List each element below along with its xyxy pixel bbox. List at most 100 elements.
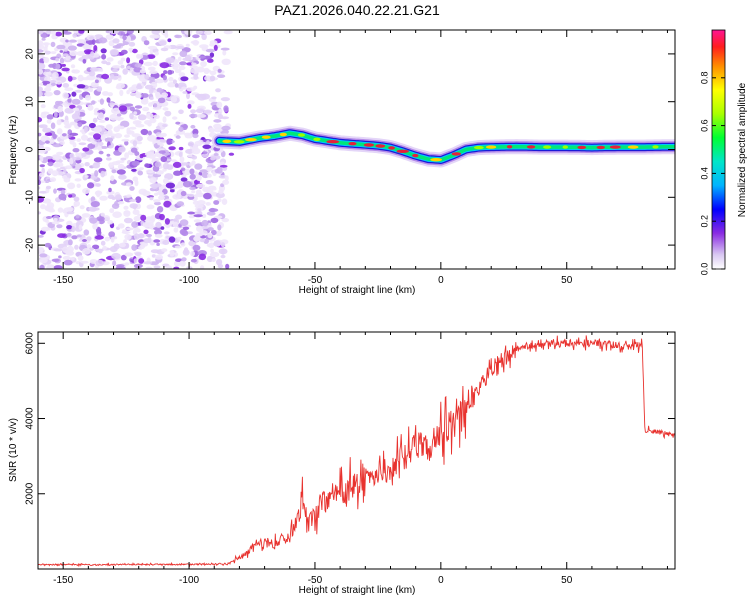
noise-speckle <box>62 92 69 99</box>
noise-speckle <box>99 98 104 105</box>
noise-speckle <box>190 258 197 263</box>
noise-speckle <box>38 172 45 177</box>
noise-speckle <box>144 163 150 168</box>
noise-speckle <box>182 57 192 61</box>
spectrogram-x-tick: -100 <box>179 30 200 286</box>
noise-speckle <box>112 211 122 218</box>
noise-speckle <box>161 248 168 253</box>
noise-speckle <box>93 45 98 52</box>
noise-speckle <box>119 125 125 130</box>
noise-speckle <box>190 67 200 74</box>
noise-speckle <box>158 150 166 154</box>
noise-speckle <box>143 61 153 67</box>
noise-speckle <box>59 50 64 53</box>
snr-panel: -150 -100 -50 0 50 2000 4000 6000 Height of st… <box>8 331 676 596</box>
noise-speckle <box>45 185 52 190</box>
noise-speckle <box>196 183 206 188</box>
noise-speckle <box>221 248 225 255</box>
noise-speckle <box>201 33 207 40</box>
snr-x-tick: 0 <box>438 332 444 586</box>
snr-series <box>38 335 675 568</box>
noise-speckle <box>147 135 157 142</box>
noise-speckle <box>187 193 195 198</box>
noise-speckle <box>39 257 48 264</box>
noise-speckle <box>154 78 165 84</box>
noise-speckle <box>196 225 203 232</box>
noise-speckle <box>189 65 198 69</box>
noise-speckle <box>198 55 206 59</box>
noise-speckle <box>101 60 108 65</box>
noise-speckle <box>209 207 216 213</box>
noise-speckle <box>194 163 203 170</box>
noise-speckle <box>220 254 226 259</box>
spectrogram-y-label: Frequency (Hz) <box>8 116 19 185</box>
noise-speckle <box>38 91 43 97</box>
noise-speckle <box>176 45 185 50</box>
noise-speckle <box>171 159 177 163</box>
spectrogram-x-tick-label: -100 <box>179 275 199 286</box>
noise-speckle <box>188 215 195 219</box>
noise-speckle <box>120 57 126 62</box>
noise-speckle <box>40 104 46 109</box>
noise-speckle <box>173 260 181 267</box>
noise-speckle <box>69 132 79 136</box>
noise-speckle <box>163 200 172 208</box>
noise-speckle <box>169 220 175 225</box>
colorbar-tick-label: 0.8 <box>699 72 709 85</box>
noise-speckle <box>43 57 50 63</box>
noise-speckle <box>129 106 135 112</box>
noise-speckle <box>156 242 160 246</box>
noise-speckle <box>45 216 53 219</box>
noise-speckle <box>177 236 182 240</box>
noise-speckle <box>72 33 77 38</box>
noise-speckle <box>61 133 67 137</box>
noise-speckle <box>64 107 75 114</box>
noise-speckle <box>122 35 127 41</box>
noise-speckle <box>192 128 199 136</box>
noise-speckle <box>100 212 105 217</box>
noise-speckle <box>126 65 131 70</box>
noise-speckle <box>118 174 127 180</box>
noise-speckle <box>192 133 199 139</box>
noise-speckle <box>116 169 126 175</box>
noise-speckle <box>128 199 137 202</box>
colorbar-tick: 0.8 <box>699 72 725 85</box>
noise-speckle <box>194 203 204 209</box>
noise-speckle <box>149 177 157 184</box>
noise-speckle <box>169 250 175 257</box>
noise-speckle <box>218 108 223 115</box>
noise-speckle <box>110 175 115 182</box>
noise-speckle <box>155 221 162 228</box>
noise-speckle <box>100 48 107 54</box>
noise-speckle <box>172 52 179 56</box>
noise-speckle <box>62 255 71 260</box>
noise-speckle <box>100 170 106 178</box>
noise-speckle <box>53 218 58 222</box>
noise-speckle <box>155 191 164 195</box>
noise-speckle <box>213 123 222 129</box>
noise-speckle <box>180 177 188 182</box>
noise-speckle <box>138 233 145 239</box>
noise-speckle <box>66 232 72 237</box>
noise-speckle <box>128 47 133 52</box>
noise-speckle <box>203 192 212 200</box>
noise-speckle <box>66 207 74 212</box>
snr-x-tick: 50 <box>561 332 573 586</box>
noise-speckle <box>88 71 96 77</box>
noise-speckle <box>87 182 95 189</box>
noise-speckle <box>144 73 150 80</box>
noise-speckle <box>52 30 56 37</box>
noise-speckle <box>72 142 77 148</box>
noise-speckle <box>195 108 205 114</box>
noise-speckle <box>143 261 153 265</box>
noise-speckle <box>173 227 179 233</box>
noise-speckle <box>91 100 96 105</box>
noise-speckle <box>64 249 73 254</box>
snr-y-tick: 6000 <box>25 332 675 354</box>
noise-speckle <box>39 82 44 86</box>
noise-speckle <box>92 223 98 230</box>
noise-speckle <box>87 143 96 150</box>
noise-speckle <box>63 177 71 183</box>
noise-speckle <box>216 259 223 266</box>
noise-speckle <box>173 170 182 176</box>
